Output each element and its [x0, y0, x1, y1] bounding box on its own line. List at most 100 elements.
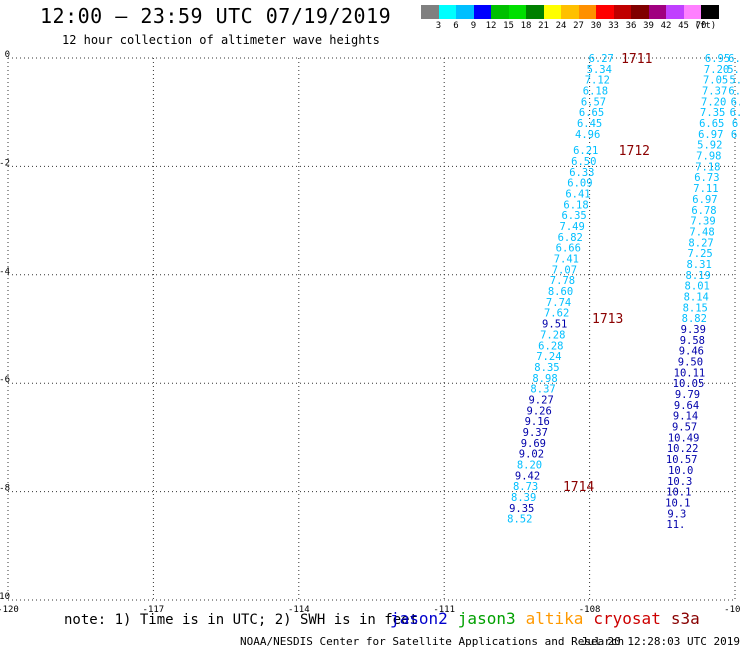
swh-value-track-b: 10.0	[668, 465, 693, 477]
swh-value-track-a: 9.37	[523, 427, 548, 439]
scale-tick-label: 39	[643, 21, 654, 31]
swh-value-track-b: 6.97	[698, 129, 723, 141]
swh-value-track-b: 6.65	[699, 118, 724, 130]
scale-tick-label: 21	[538, 21, 549, 31]
swh-value-track-a: 6.57	[581, 96, 606, 108]
scale-tick-label: 6	[453, 21, 459, 31]
scale-swatch	[596, 5, 614, 19]
x-tick-label: -111	[433, 605, 455, 615]
swh-value-track-a: 9.35	[509, 503, 534, 515]
swh-value-track-b: 6.73	[694, 172, 719, 184]
y-tick-label: -8	[0, 484, 10, 494]
swh-value-track-a: 6.45	[577, 118, 602, 130]
swh-value-track-a: 9.02	[519, 449, 544, 461]
timestamp: Jul 20 12:28:03 UTC 2019	[581, 635, 740, 648]
swh-value-track-b: 8.27	[688, 237, 713, 249]
y-tick-label: -4	[0, 267, 10, 277]
swh-value-track-a: 6.65	[579, 107, 604, 119]
swh-value-track-c: 6	[732, 118, 738, 130]
scale-swatch	[631, 5, 649, 19]
time-label: 1711	[621, 52, 652, 67]
swh-value-track-a: 8.60	[548, 286, 573, 298]
swh-value-track-a: 7.41	[554, 254, 579, 266]
scale-swatch	[648, 5, 666, 19]
swh-value-track-b: 6.95	[705, 53, 730, 65]
swh-value-track-a: 9.69	[521, 438, 546, 450]
scale-swatch	[438, 5, 456, 19]
swh-value-track-a: 6.50	[571, 156, 596, 168]
swh-value-track-b: 9.39	[681, 324, 706, 336]
swh-value-track-b: 7.25	[687, 248, 712, 260]
swh-value-track-a: 7.74	[546, 297, 571, 309]
swh-value-track-a: 7.12	[585, 75, 610, 87]
time-label: 1712	[619, 144, 650, 159]
scale-swatch	[526, 5, 544, 19]
scale-tick-label: 24	[555, 21, 567, 31]
scale-swatch	[421, 5, 439, 19]
swh-value-track-b: 7.39	[690, 216, 715, 228]
swh-value-track-b: 9.3	[667, 508, 686, 520]
legend-item-jason2: jason2	[390, 609, 448, 628]
swh-value-track-b: 9.58	[680, 335, 705, 347]
swh-value-track-c: 5.7	[729, 75, 740, 87]
scale-tick-label: 3	[435, 21, 442, 31]
swh-value-track-b: 8.15	[683, 302, 708, 314]
scale-unit-label: (ft)	[694, 21, 717, 31]
scale-tick-label: 30	[590, 21, 602, 31]
swh-value-track-b: 10.3	[667, 476, 692, 488]
swh-value-track-a: 8.98	[532, 373, 557, 385]
satellite-legend: jason2 jason3 altika cryosat s3a	[390, 609, 710, 628]
swh-value-track-b: 9.64	[674, 400, 699, 412]
swh-value-track-b: 7.20	[704, 64, 729, 76]
swh-value-track-b: 9.46	[679, 346, 704, 358]
scale-swatch	[578, 5, 596, 19]
swh-value-track-a: 8.20	[517, 460, 542, 472]
credit-text: NOAA/NESDIS Center for Satellite Applica…	[240, 635, 625, 648]
swh-value-track-a: 6.21	[573, 145, 598, 157]
scale-tick-label: 45	[678, 21, 689, 31]
swh-value-track-a: 7.28	[540, 329, 565, 341]
swh-value-track-b: 8.01	[685, 281, 710, 293]
x-tick-label: -108	[579, 605, 601, 615]
swh-value-track-c: 6.	[730, 107, 740, 119]
swh-value-track-b: 9.57	[672, 422, 697, 434]
swh-value-track-b: 10.1	[666, 487, 691, 499]
swh-value-track-b: 9.79	[675, 389, 700, 401]
page-title: 12:00 – 23:59 UTC 07/19/2019	[40, 4, 392, 28]
note-text: note: 1) Time is in UTC; 2) SWH is in fe…	[64, 612, 419, 628]
x-tick-label: -105	[724, 605, 740, 615]
swh-value-track-b: 7.48	[689, 226, 714, 238]
scale-tick-label: 33	[608, 21, 619, 31]
swh-value-track-a: 9.51	[542, 319, 567, 331]
scale-tick-label: 15	[503, 21, 514, 31]
swh-value-track-a: 6.35	[561, 210, 586, 222]
swh-value-track-a: 6.27	[589, 53, 614, 65]
swh-value-track-c: 6.	[731, 96, 740, 108]
swh-value-track-b: 7.11	[693, 183, 718, 195]
swh-value-track-a: 8.35	[534, 362, 559, 374]
swh-value-track-b: 10.05	[673, 378, 705, 390]
swh-value-track-a: 7.78	[550, 275, 575, 287]
page-subtitle: 12 hour collection of altimeter wave hei…	[62, 33, 380, 47]
swh-value-track-b: 10.49	[668, 432, 700, 444]
legend-item-cryosat: cryosat	[593, 609, 661, 628]
y-tick-label: -10	[0, 592, 10, 602]
y-tick-label: 0	[5, 50, 10, 60]
swh-value-track-b: 10.1	[665, 497, 690, 509]
scale-swatch	[666, 5, 684, 19]
swh-value-track-a: 9.27	[528, 394, 553, 406]
scale-swatch	[683, 5, 701, 19]
swh-value-track-b: 10.57	[666, 454, 698, 466]
swh-value-track-b: 10.22	[667, 443, 699, 455]
swh-value-track-c: 6	[731, 129, 737, 141]
swh-value-track-b: 7.18	[695, 161, 720, 173]
swh-value-track-a: 6.41	[565, 189, 590, 201]
swh-value-track-b: 8.14	[684, 291, 709, 303]
scale-tick-label: 27	[573, 21, 584, 31]
x-tick-label: -120	[0, 605, 19, 615]
swh-value-track-a: 8.37	[530, 384, 555, 396]
x-tick-label: -114	[288, 605, 310, 615]
swh-value-track-a: 7.24	[536, 351, 561, 363]
swh-value-track-a: 7.07	[552, 264, 577, 276]
